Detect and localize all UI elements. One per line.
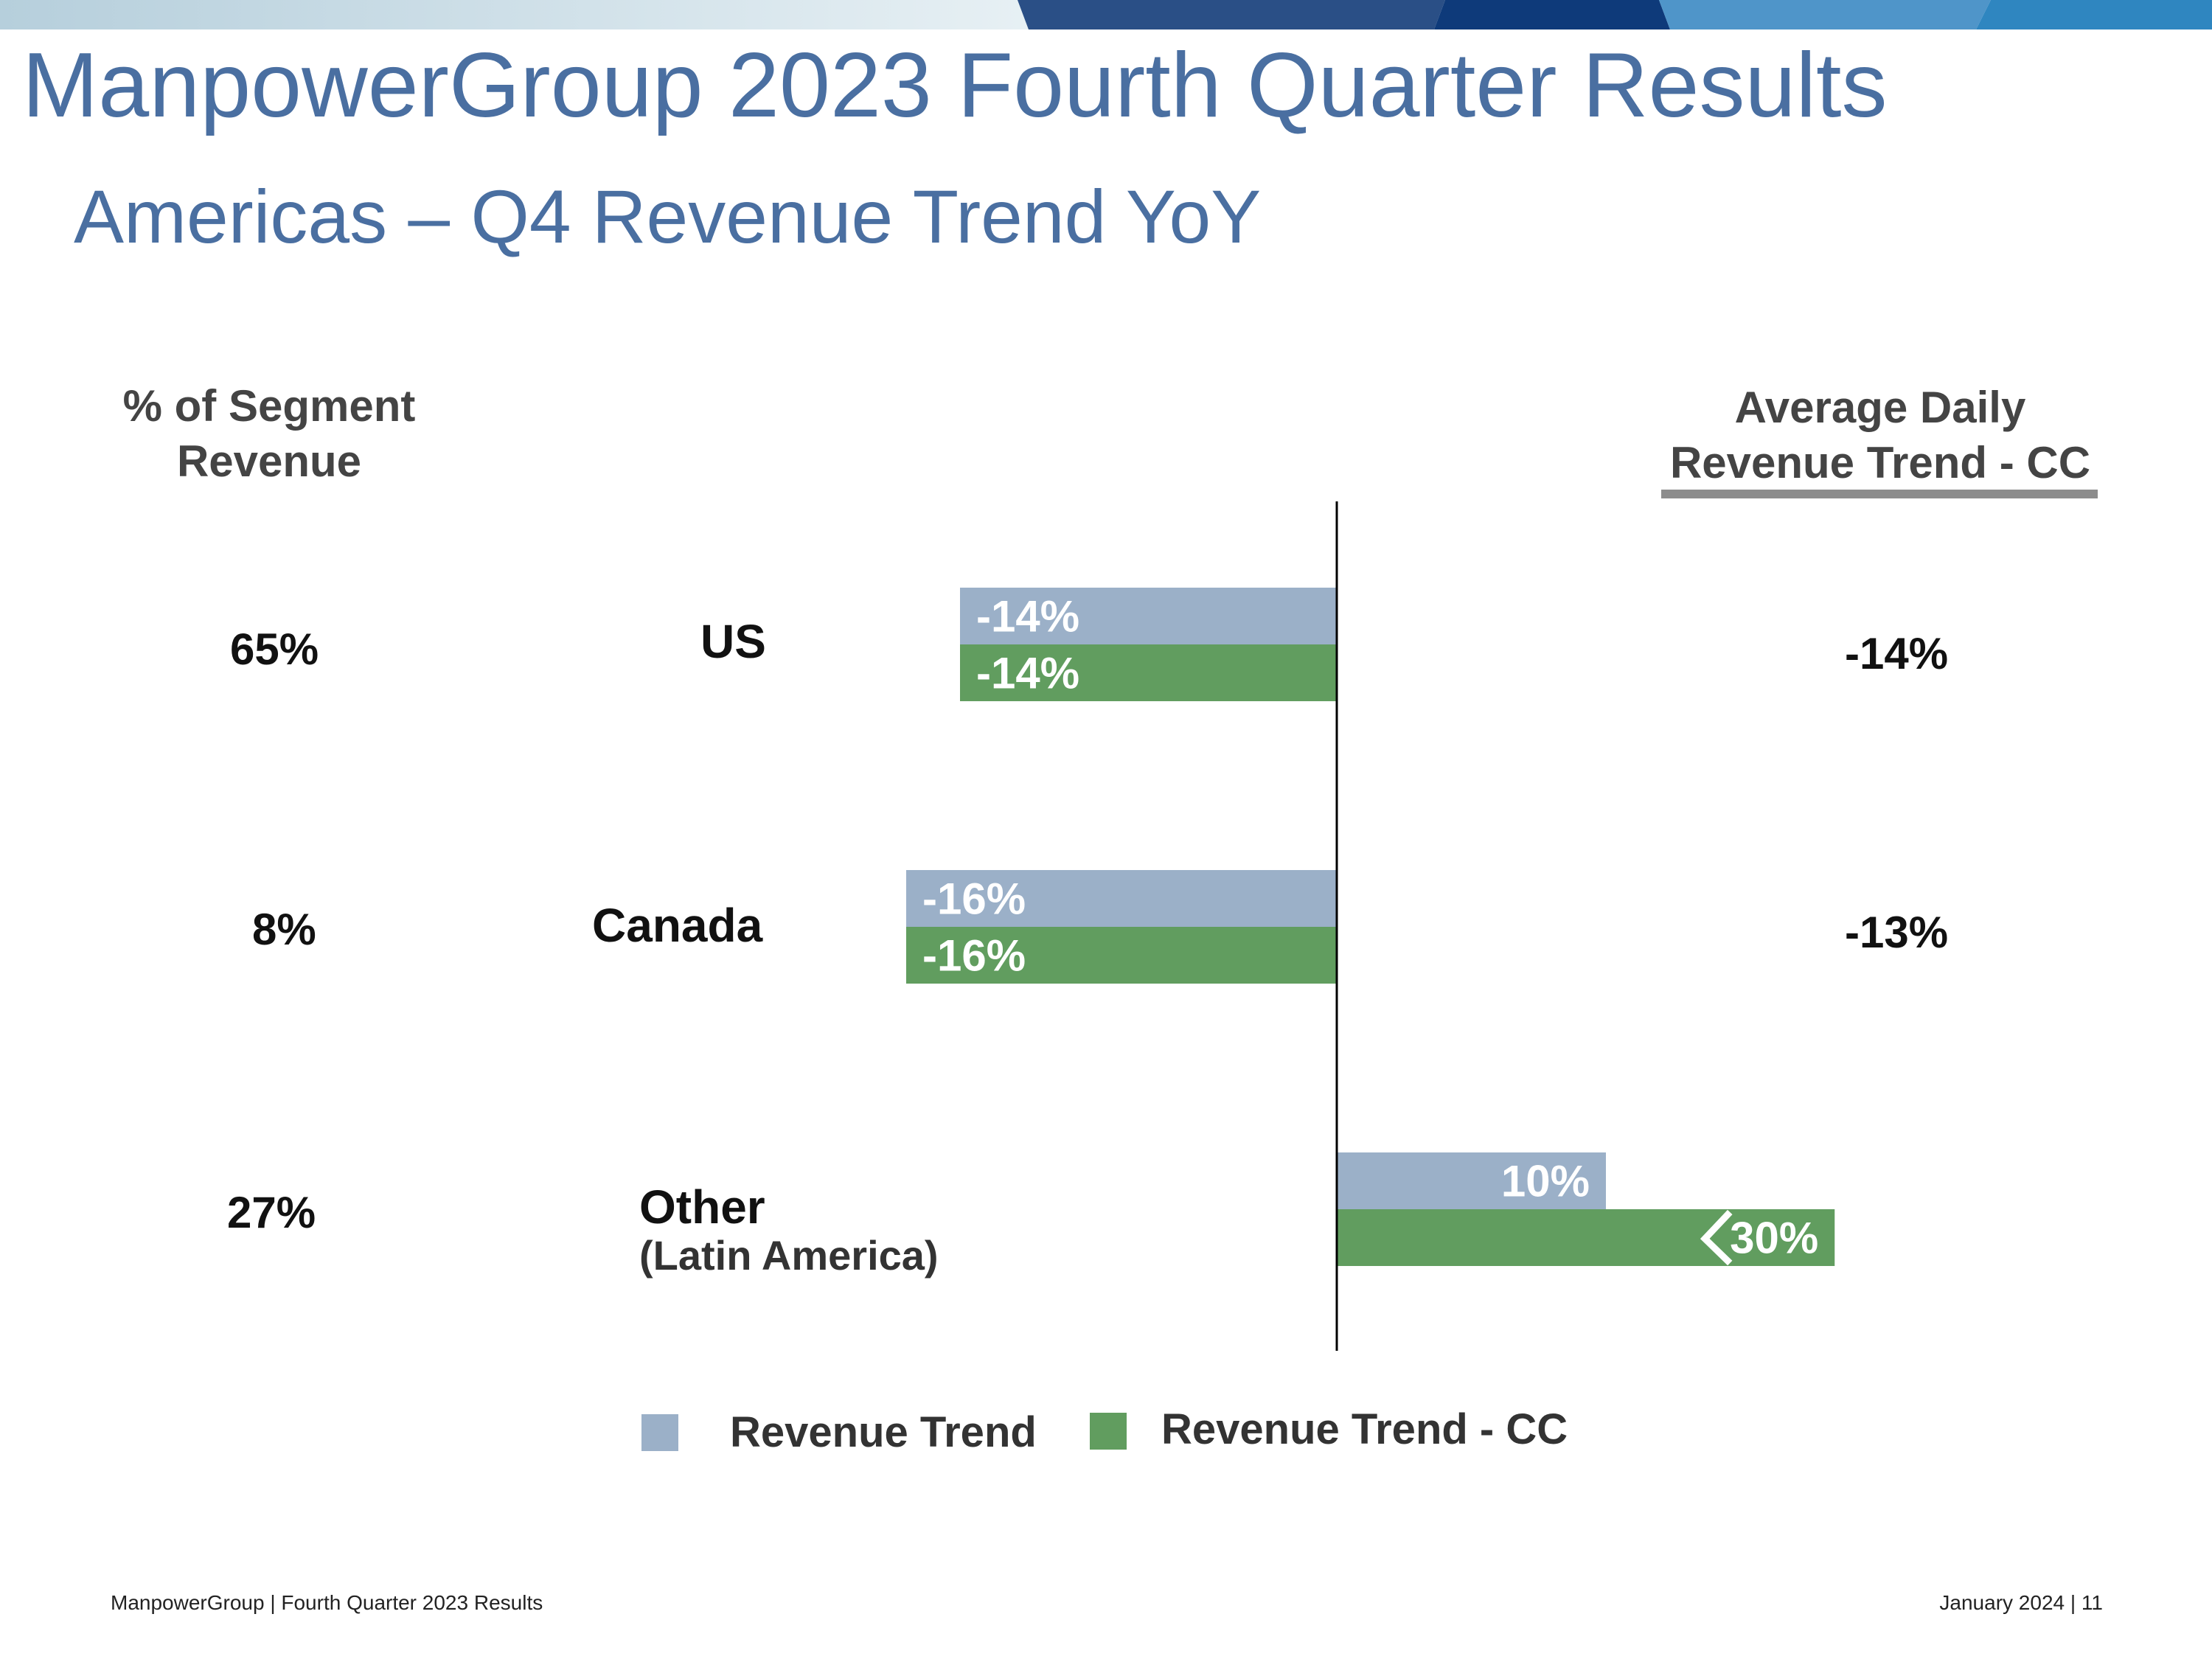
page-subtitle: Americas – Q4 Revenue Trend YoY — [74, 175, 1262, 259]
region-sublabel-other: (Latin America) — [639, 1232, 939, 1279]
bar-label-canada-revenue-trend-cc: -16% — [922, 931, 1026, 981]
avg-daily-header-line2: Revenue Trend - CC — [1669, 438, 2091, 487]
bar-other-latin-america-revenue-trend — [1337, 1152, 1606, 1209]
bar-label-canada-revenue-trend: -16% — [922, 874, 1026, 924]
avg-daily-header-line1: Average Daily — [1734, 383, 2026, 432]
segment-revenue-header: % of Segment Revenue — [96, 378, 442, 489]
avg-daily-header-underline — [1661, 490, 2098, 498]
bar-other-latin-america-revenue-trend-cc — [1337, 1209, 1835, 1266]
footer-left: ManpowerGroup | Fourth Quarter 2023 Resu… — [111, 1591, 543, 1614]
legend-label-revenue-trend-cc: Revenue Trend - CC — [1161, 1405, 1568, 1453]
bar-canada-revenue-trend — [906, 870, 1337, 927]
segment-pct-other: 27% — [227, 1188, 316, 1237]
axis-break-marker-other-latin-america — [1700, 1209, 1733, 1266]
bar-us-revenue-trend-cc — [960, 644, 1337, 701]
region-label-other: Other — [639, 1180, 765, 1234]
bar-label-us-revenue-trend-cc: -14% — [976, 649, 1079, 698]
segment-pct-canada: 8% — [252, 905, 316, 954]
bar-label-us-revenue-trend: -14% — [976, 592, 1079, 641]
bar-canada-revenue-trend-cc — [906, 927, 1337, 984]
bar-us-revenue-trend — [960, 588, 1337, 644]
bar-label-other-latin-america-revenue-trend: 10% — [1501, 1157, 1590, 1206]
top-banner — [0, 0, 2212, 29]
avg-daily-us: -14% — [1845, 629, 1949, 678]
segment-revenue-header-line1: % of Segment — [122, 381, 416, 431]
legend-swatch-revenue-trend — [641, 1414, 678, 1451]
legend-label-revenue-trend: Revenue Trend — [730, 1408, 1037, 1456]
legend-swatch-revenue-trend-cc — [1090, 1413, 1127, 1450]
avg-daily-canada: -13% — [1845, 908, 1949, 957]
segment-pct-us: 65% — [230, 625, 319, 674]
region-label-us: US — [700, 615, 766, 668]
avg-daily-header: Average Daily Revenue Trend - CC — [1644, 380, 2116, 490]
region-label-canada: Canada — [592, 899, 763, 952]
bar-label-other-latin-america-revenue-trend-cc: 30% — [1730, 1214, 1818, 1263]
page-title: ManpowerGroup 2023 Fourth Quarter Result… — [22, 35, 1888, 136]
footer-right: January 2024 | 11 — [1939, 1591, 2103, 1614]
segment-revenue-header-line2: Revenue — [176, 437, 362, 486]
